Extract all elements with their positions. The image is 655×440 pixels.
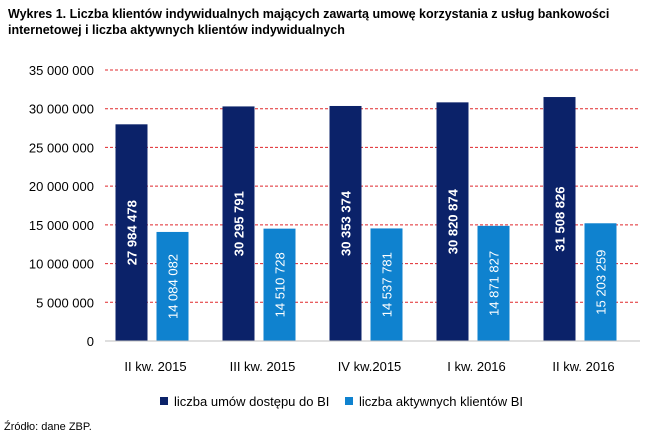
- y-tick-label: 30 000 000: [29, 102, 94, 117]
- y-tick-label: 15 000 000: [29, 218, 94, 233]
- x-tick-label: IV kw.2015: [338, 359, 402, 374]
- y-tick-label: 0: [87, 334, 94, 349]
- bar-value-label: 14 537 781: [380, 252, 395, 317]
- bar-value-label: 30 353 374: [339, 190, 354, 256]
- bar-value-label: 31 508 826: [553, 186, 568, 251]
- y-tick-label: 25 000 000: [29, 140, 94, 155]
- bar-contracts: [543, 97, 576, 341]
- bars: 27 984 478 14 084 082 30 295 791 14 510 728…: [115, 97, 617, 342]
- bar-value-label: 14 871 827: [487, 251, 502, 316]
- x-tick-label: I kw. 2016: [447, 359, 506, 374]
- bar-contracts: [329, 105, 362, 341]
- bar-active-clients: [584, 223, 617, 341]
- bar-contracts: [115, 124, 148, 341]
- chart-title: Wykres 1. Liczba klientów indywidualnych…: [8, 7, 610, 37]
- bar-value-label: 14 510 728: [273, 252, 288, 317]
- y-tick-label: 5 000 000: [36, 295, 94, 310]
- y-axis: 0 5 000 000 10 000 000 15 000 000 20 000 000…: [29, 63, 94, 349]
- y-tick-label: 35 000 000: [29, 63, 94, 78]
- x-tick-label: II kw. 2016: [552, 359, 614, 374]
- legend-swatch: [160, 397, 168, 405]
- bar-value-label: 27 984 478: [125, 200, 140, 265]
- source-note: Źródło: dane ZBP.: [4, 421, 92, 433]
- bar-value-label: 30 820 874: [446, 188, 461, 254]
- bar-contracts: [436, 102, 469, 342]
- legend-swatch: [345, 397, 353, 405]
- y-tick-label: 20 000 000: [29, 179, 94, 194]
- bar-active-clients: [156, 231, 189, 341]
- x-tick-label: II kw. 2015: [124, 359, 186, 374]
- legend: liczba umów dostępu do BI liczba aktywnyc…: [160, 394, 523, 409]
- bar-active-clients: [477, 225, 510, 341]
- bar-contracts: [222, 106, 255, 342]
- y-tick-label: 10 000 000: [29, 257, 94, 272]
- bar-value-label: 14 084 082: [166, 254, 181, 319]
- legend-label: liczba aktywnych klientów BI: [359, 394, 523, 409]
- bar-value-label: 30 295 791: [232, 191, 247, 256]
- bar-active-clients: [263, 228, 296, 341]
- legend-label: liczba umów dostępu do BI: [174, 394, 329, 409]
- bar-value-label: 15 203 259: [594, 250, 609, 315]
- bar-active-clients: [370, 228, 403, 341]
- x-axis: II kw. 2015 III kw. 2015 IV kw.2015 I kw. 2…: [105, 340, 640, 374]
- x-tick-label: III kw. 2015: [230, 359, 296, 374]
